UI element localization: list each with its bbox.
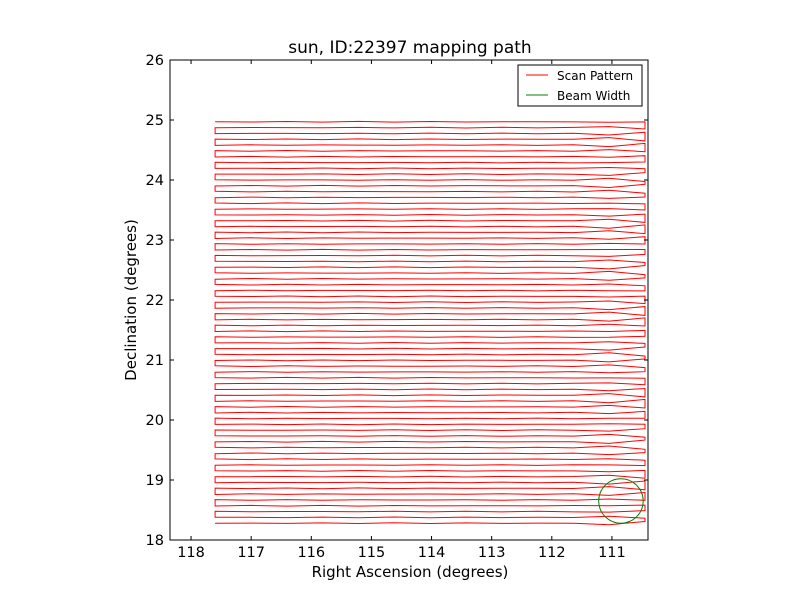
y-tick-label: 19 bbox=[146, 473, 164, 489]
beam-width-circle bbox=[598, 478, 644, 524]
y-tick-label: 24 bbox=[146, 173, 164, 189]
scan-pattern-series bbox=[214, 120, 646, 526]
legend: Scan Pattern Beam Width bbox=[517, 64, 643, 107]
legend-box bbox=[517, 64, 643, 107]
plot-area bbox=[170, 60, 648, 540]
x-tick-label: 118 bbox=[177, 545, 205, 561]
x-axis-label: Right Ascension (degrees) bbox=[312, 563, 509, 581]
x-tick-label: 114 bbox=[418, 545, 446, 561]
chart-title: sun, ID:22397 mapping path bbox=[288, 38, 531, 58]
y-tick-label: 25 bbox=[146, 113, 164, 129]
y-axis: 18 19 20 21 22 23 24 25 26 bbox=[146, 53, 648, 549]
y-tick-label: 23 bbox=[146, 233, 164, 249]
x-tick-label: 112 bbox=[538, 545, 566, 561]
legend-label-beam-width: Beam Width bbox=[557, 89, 630, 103]
x-axis: 118 117 116 115 114 113 112 111 bbox=[177, 60, 626, 561]
x-tick-label: 113 bbox=[478, 545, 506, 561]
y-tick-label: 21 bbox=[146, 353, 164, 369]
x-tick-label: 115 bbox=[358, 545, 386, 561]
y-tick-label: 22 bbox=[146, 293, 164, 309]
x-tick-label: 111 bbox=[598, 545, 626, 561]
x-tick-label: 116 bbox=[297, 545, 325, 561]
y-tick-label: 18 bbox=[146, 533, 164, 549]
y-axis-label: Declination (degrees) bbox=[122, 219, 140, 381]
scan-pattern-path bbox=[214, 120, 646, 526]
legend-label-scan-pattern: Scan Pattern bbox=[557, 69, 633, 83]
y-tick-label: 26 bbox=[146, 53, 164, 69]
beam-width-series bbox=[598, 478, 644, 524]
y-tick-label: 20 bbox=[146, 413, 164, 429]
x-tick-label: 117 bbox=[237, 545, 265, 561]
